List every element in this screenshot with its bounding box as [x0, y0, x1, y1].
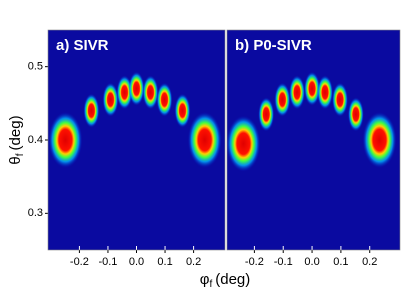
spot — [128, 71, 145, 106]
spot — [332, 82, 349, 117]
x-tick-label: -0.1 — [274, 256, 293, 268]
spot — [289, 75, 306, 110]
spots — [226, 71, 397, 172]
symbol: φ — [200, 271, 210, 288]
x-tick-label: -0.2 — [70, 256, 89, 268]
unit: (deg) — [7, 115, 24, 150]
spot — [142, 75, 159, 110]
spot — [362, 112, 397, 168]
spot — [274, 82, 291, 117]
plot-frame — [226, 29, 401, 251]
spots — [48, 71, 222, 168]
x-tick-label: 0.2 — [362, 256, 377, 268]
spot — [347, 97, 364, 132]
panel-title: a) SIVR — [56, 37, 109, 54]
spot — [317, 75, 334, 110]
x-tick-label: 0.1 — [333, 256, 348, 268]
x-tick-label: -0.1 — [98, 256, 117, 268]
y-tick-label: 0.3 — [28, 207, 43, 219]
x-tick-label: 0.0 — [129, 256, 144, 268]
spot — [187, 112, 222, 168]
y-axis-label: θf (deg) — [7, 115, 26, 164]
x-tick-label: 0.2 — [186, 256, 201, 268]
spot — [304, 71, 321, 106]
x-axis-label: φf (deg) — [200, 271, 251, 290]
spot — [156, 82, 173, 117]
spot — [258, 97, 275, 132]
spot — [226, 115, 261, 172]
unit: (deg) — [215, 271, 250, 288]
subscript: f — [209, 279, 212, 290]
symbol: θ — [7, 156, 24, 164]
subscript: f — [15, 153, 26, 156]
x-tick-label: -0.2 — [245, 256, 264, 268]
y-tick-label: 0.5 — [28, 61, 43, 73]
spot — [102, 82, 119, 117]
spot — [116, 75, 133, 110]
spot — [174, 93, 191, 128]
x-tick-label: 0.1 — [157, 256, 172, 268]
plot-frame — [47, 29, 226, 251]
y-tick-label: 0.4 — [28, 134, 43, 146]
spot — [48, 112, 83, 168]
panel-title: b) P0-SIVR — [235, 37, 312, 54]
x-tick-label: 0.0 — [304, 256, 319, 268]
spot — [83, 93, 100, 128]
